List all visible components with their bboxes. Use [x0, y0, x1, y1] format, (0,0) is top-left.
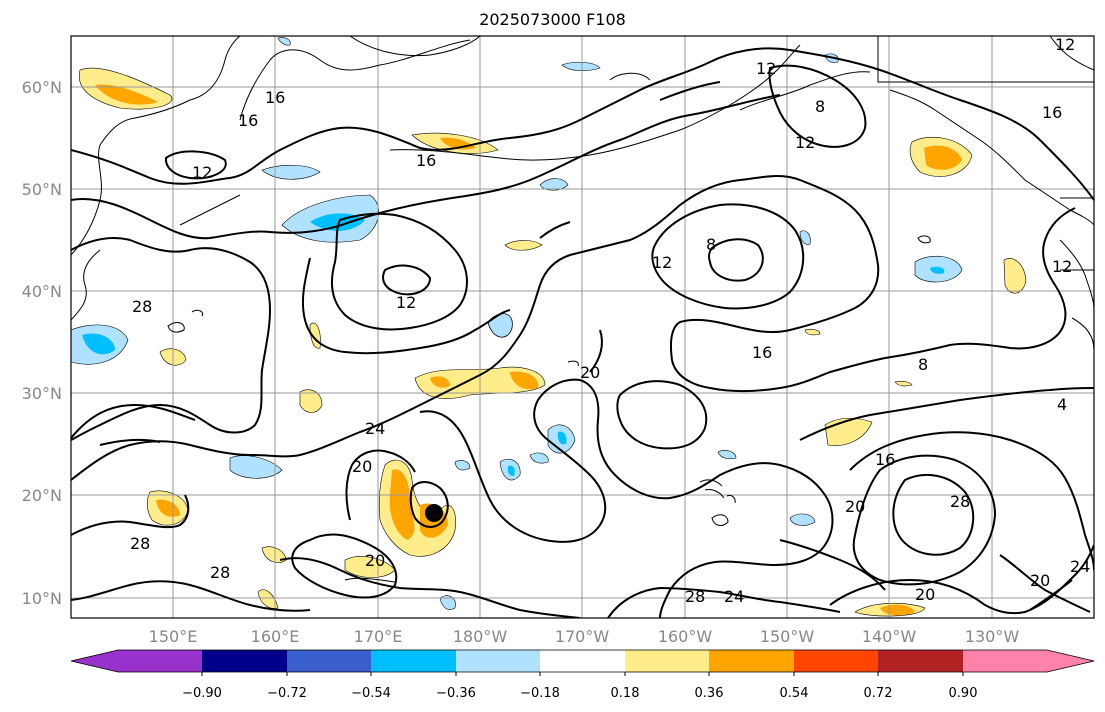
lat-label: 30°N: [22, 384, 62, 403]
lat-label: 50°N: [22, 180, 62, 199]
colorbar-bin: [287, 650, 371, 672]
lon-label: 160°E: [251, 627, 300, 646]
colorbar: [70, 649, 1095, 676]
contour-label: 16: [238, 111, 258, 130]
contour-label: 8: [815, 97, 825, 116]
contour-label: 8: [706, 235, 716, 254]
colorbar-tick-label: −0.72: [267, 686, 307, 701]
contour-label: 16: [1042, 103, 1062, 122]
colorbar-bin: [878, 650, 963, 672]
contour-label: 12: [192, 163, 212, 182]
lon-label: 150°E: [149, 627, 198, 646]
lat-label: 60°N: [22, 78, 62, 97]
contour-label: 12: [795, 133, 815, 152]
contour-label: 16: [416, 151, 436, 170]
contour-label: 20: [365, 551, 385, 570]
colorbar-tick-label: 0.54: [780, 686, 809, 701]
contour-label: 28: [950, 492, 970, 511]
contour-label: 12: [396, 293, 416, 312]
lon-label: 140°W: [862, 627, 917, 646]
graticule: [71, 36, 1094, 618]
contour-label: 20: [580, 363, 600, 382]
contour-label: 12: [652, 253, 672, 272]
contour-label: 28: [132, 297, 152, 316]
lat-label: 20°N: [22, 486, 62, 505]
map-title: 2025073000 F108: [479, 10, 626, 29]
contour-label: 16: [875, 450, 895, 469]
colorbar-tick-label: −0.54: [351, 686, 391, 701]
contour-label: 28: [130, 534, 150, 553]
contour-label: 4: [1057, 395, 1067, 414]
positive-anomaly-shading: [78, 67, 1027, 617]
contour-label: 28: [685, 587, 705, 606]
lon-label: 130°W: [965, 627, 1020, 646]
contour-label: 8: [918, 355, 928, 374]
colorbar-tick-label: −0.90: [182, 686, 222, 701]
colorbar-tick-label: 0.90: [949, 686, 978, 701]
lon-label: 170°E: [354, 627, 403, 646]
colorbar-bin: [540, 650, 625, 672]
longitude-axis: 150°E 160°E 170°E 180°W 170°W 160°W 150°…: [149, 627, 1020, 646]
contour-label: 12: [756, 59, 776, 78]
contour-label: 20: [845, 497, 865, 516]
latitude-axis: 10°N 20°N 30°N 40°N 50°N 60°N: [22, 78, 62, 608]
contour-lines: [71, 47, 1094, 618]
contour-label: 16: [752, 343, 772, 362]
lat-label: 40°N: [22, 282, 62, 301]
colorbar-bin: [202, 650, 287, 672]
colorbar-tick-label: −0.36: [436, 686, 476, 701]
colorbar-tick-label: 0.72: [864, 686, 893, 701]
contour-label: 20: [1030, 571, 1050, 590]
negative-anomaly-shading: [71, 37, 963, 610]
lon-label: 170°W: [555, 627, 610, 646]
contour-label: 20: [352, 457, 372, 476]
contour-label: 24: [724, 587, 744, 606]
contour-label-group: 16 12 16 16 12 12 8 12 8 12 16 12 28 20 …: [130, 35, 1090, 606]
storm-center-marker: [425, 504, 443, 522]
colorbar-bin: [709, 650, 794, 672]
colorbar-outline: [70, 649, 1095, 673]
colorbar-bin: [625, 650, 709, 672]
coastlines: [71, 36, 1094, 583]
colorbar-extend-low: [71, 650, 202, 672]
colorbar-bin: [371, 650, 456, 672]
contour-label: 28: [210, 563, 230, 582]
contour-label: 24: [365, 419, 385, 438]
contour-label: 24: [1070, 557, 1090, 576]
colorbar-ticks: −0.90 −0.72 −0.54 −0.36 −0.18 0.18 0.36 …: [182, 686, 977, 701]
lon-label: 160°W: [658, 627, 713, 646]
colorbar-bin: [794, 650, 878, 672]
lon-label: 150°W: [760, 627, 815, 646]
colorbar-tick-label: 0.36: [695, 686, 724, 701]
contour-label: 20: [915, 585, 935, 604]
colorbar-extend-high: [963, 650, 1094, 672]
contour-label: 12: [1055, 35, 1075, 54]
map-frame: [70, 35, 1095, 619]
contour-label: 12: [1052, 257, 1072, 276]
colorbar-tick-label: 0.18: [611, 686, 640, 701]
colorbar-bin: [456, 650, 540, 672]
lat-label: 10°N: [22, 589, 62, 608]
lon-label: 180°W: [453, 627, 508, 646]
contour-label: 16: [265, 88, 285, 107]
colorbar-tick-label: −0.18: [520, 686, 560, 701]
